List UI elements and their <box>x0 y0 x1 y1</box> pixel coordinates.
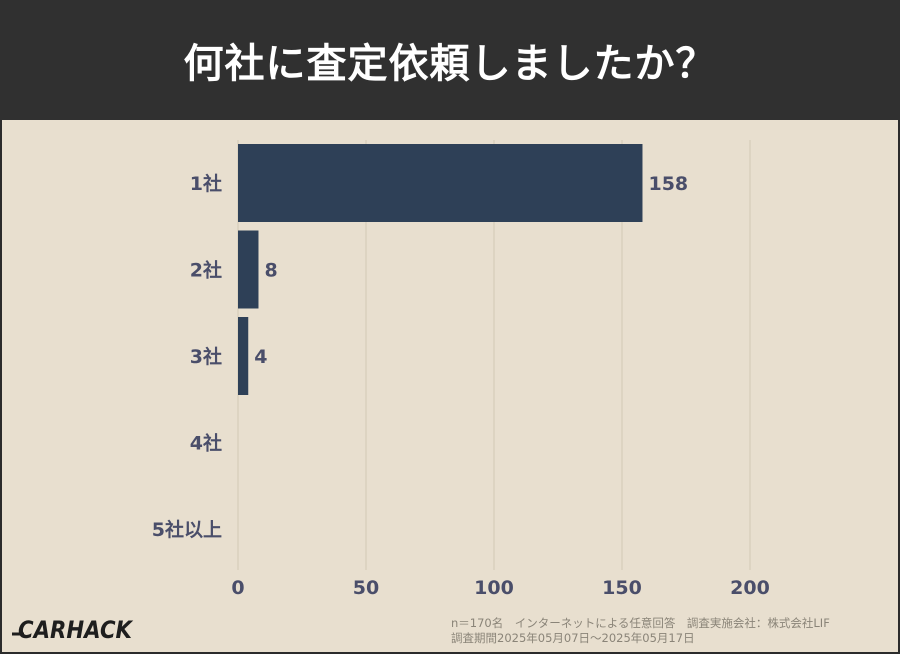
x-tick-label: 0 <box>231 577 244 599</box>
x-tick-label: 50 <box>353 577 379 599</box>
category-label: 2社 <box>190 259 222 282</box>
footnote-survey-info: n＝170名 インターネットによる任意回答 調査実施会社：株式会社LIF <box>451 616 830 630</box>
title-banner: 何社に査定依頼しましたか？ <box>0 0 900 120</box>
x-tick-label: 200 <box>730 577 770 599</box>
x-tick-label: 150 <box>602 577 642 599</box>
data-label: 158 <box>648 173 688 195</box>
category-label: 3社 <box>190 345 222 368</box>
category-label: 5社以上 <box>152 518 222 541</box>
bar <box>238 144 643 222</box>
chart-title: 何社に査定依頼しましたか？ <box>183 41 717 87</box>
category-label: 4社 <box>190 432 222 455</box>
data-label: 8 <box>264 260 277 282</box>
bar <box>238 230 259 309</box>
footnote: n＝170名 インターネットによる任意回答 調査実施会社：株式会社LIF 調査期… <box>451 616 891 646</box>
logo-text: CARHACK <box>18 616 134 644</box>
footnote-survey-period: 調査期間2025年05月07日～2025年05月17日 <box>451 631 695 645</box>
category-label: 1社 <box>190 172 222 195</box>
data-label: 4 <box>254 346 267 368</box>
carhack-logo: CARHACK <box>12 616 134 644</box>
x-tick-label: 100 <box>474 577 514 599</box>
chart-frame <box>0 120 900 654</box>
bar <box>238 317 249 395</box>
